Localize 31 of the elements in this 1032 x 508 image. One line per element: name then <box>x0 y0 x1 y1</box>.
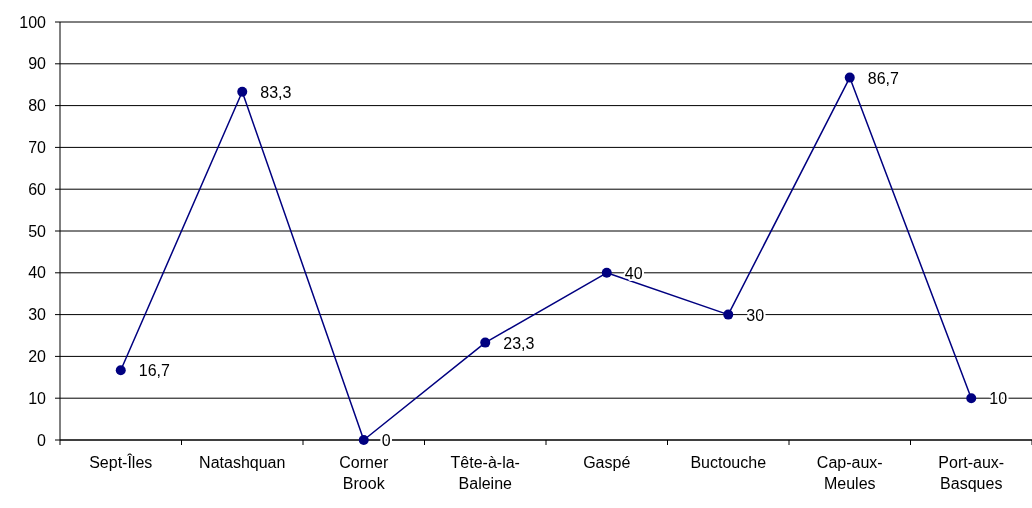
x-tick-label: Buctouche <box>690 454 767 471</box>
x-tick-label: Sept-Îles <box>89 453 153 471</box>
point <box>844 72 855 83</box>
data-label: 23,3 <box>503 334 535 352</box>
data-label: 83,3 <box>260 83 292 101</box>
y-tick-label: 80 <box>28 97 47 115</box>
point <box>358 435 369 445</box>
point <box>480 337 491 348</box>
point <box>966 393 977 404</box>
y-tick-label: 0 <box>37 431 47 449</box>
y-tick-label: 40 <box>28 264 47 282</box>
point <box>115 365 126 376</box>
y-tick-label: 60 <box>28 180 47 198</box>
x-tick-label: Corner Brook <box>339 454 389 492</box>
y-tick-label: 70 <box>28 139 47 156</box>
x-tick-label: Cap-aux-Meules <box>816 454 883 492</box>
point <box>601 267 612 278</box>
y-tick-label: 50 <box>28 222 47 240</box>
y-tick-label: 30 <box>28 306 47 324</box>
y-tick-label: 100 <box>19 13 47 31</box>
y-tick-label: 20 <box>28 348 47 365</box>
point <box>723 309 734 320</box>
y-tick-label: 90 <box>28 55 47 73</box>
x-tick-label: Tête-à-la-Baleine <box>450 454 520 492</box>
data-label: 16,7 <box>138 362 170 380</box>
x-tick-label: Port-aux-Basques <box>938 454 1005 492</box>
y-tick-label: 10 <box>28 389 47 407</box>
x-tick-label: Gaspé <box>583 454 631 471</box>
point <box>237 86 248 97</box>
data-label: 86,7 <box>867 69 899 87</box>
x-tick-label: Natashquan <box>199 454 286 471</box>
